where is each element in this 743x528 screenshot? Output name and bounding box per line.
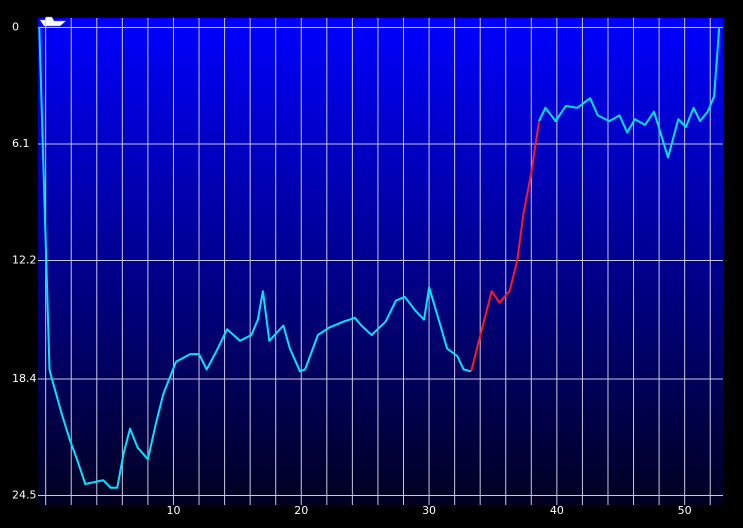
x-tick-label: 40: [550, 504, 564, 517]
y-tick-label: 18.4: [12, 372, 37, 385]
x-tick-label: 20: [294, 504, 308, 517]
x-tick-label: 30: [422, 504, 436, 517]
plot-area: [38, 18, 723, 505]
depth-line: [470, 120, 540, 372]
x-tick-label: 10: [166, 504, 180, 517]
y-tick-label: 6.1: [12, 137, 30, 150]
depth-line: [38, 27, 721, 489]
y-tick-label: 12.2: [12, 254, 37, 267]
x-tick-label: 50: [678, 504, 692, 517]
y-tick-label: 0: [12, 21, 19, 34]
y-tick-label: 24.5: [12, 488, 37, 501]
